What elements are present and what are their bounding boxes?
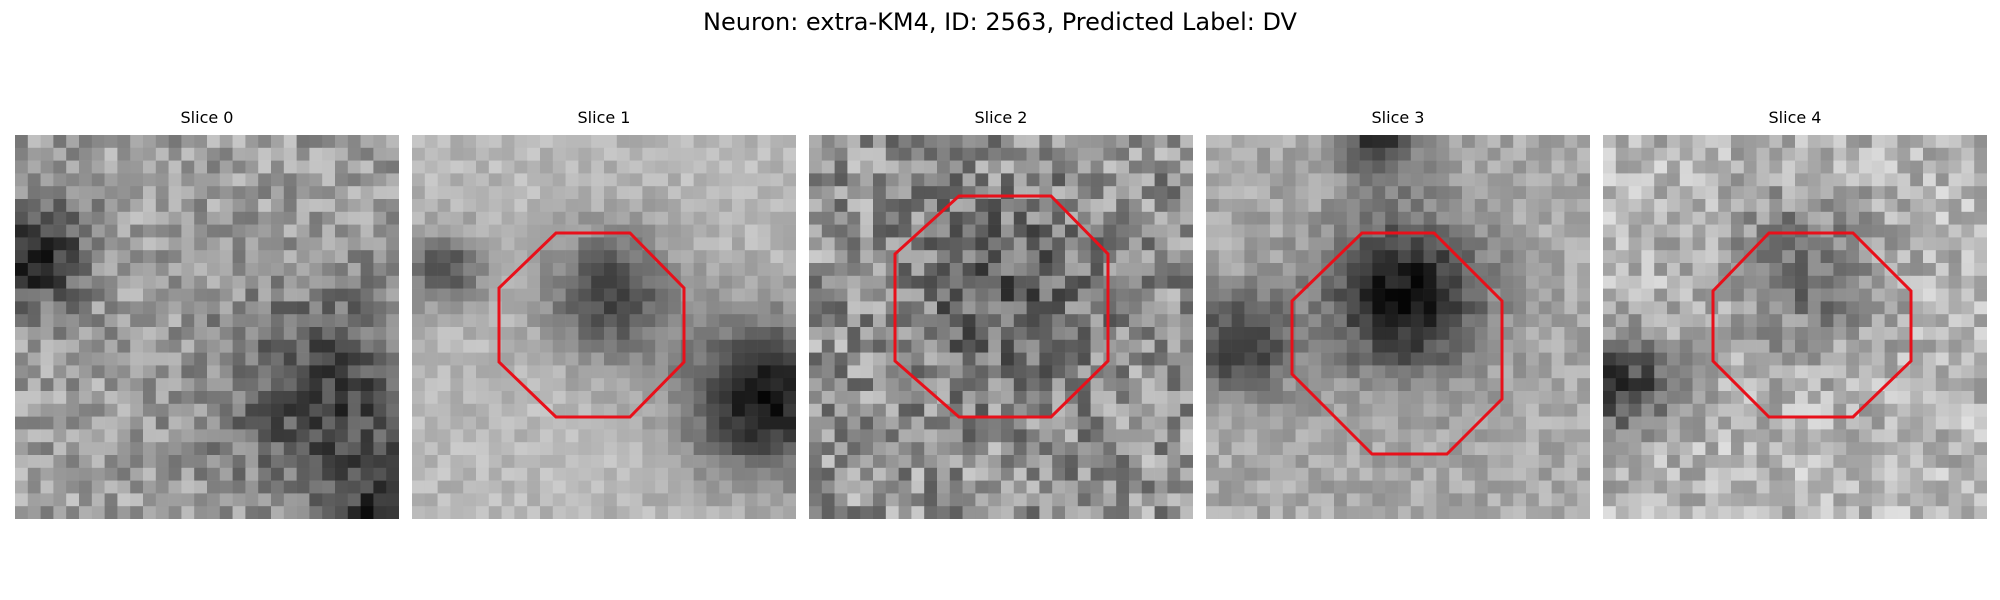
figure-title: Neuron: extra-KM4, ID: 2563, Predicted L… [703, 8, 1297, 36]
slice-title: Slice 2 [974, 108, 1028, 127]
roi-outline [1290, 231, 1504, 456]
slice-image [1603, 135, 1987, 519]
slice-image [809, 135, 1193, 519]
slice-panel-4: Slice 4 [1603, 108, 1987, 519]
slice-title: Slice 4 [1768, 108, 1822, 127]
roi-outline [497, 231, 686, 419]
slice-image [15, 135, 399, 519]
slice-title: Slice 0 [180, 108, 234, 127]
roi-outline [1711, 231, 1913, 419]
slice-panel-0: Slice 0 [15, 108, 399, 519]
slice-title: Slice 3 [1371, 108, 1425, 127]
slice-panel-2: Slice 2 [809, 108, 1193, 519]
roi-outline [893, 194, 1110, 419]
slice-title: Slice 1 [577, 108, 631, 127]
slice-image [1206, 135, 1590, 519]
slice-panel-1: Slice 1 [412, 108, 796, 519]
slice-panel-3: Slice 3 [1206, 108, 1590, 519]
slice-image [412, 135, 796, 519]
